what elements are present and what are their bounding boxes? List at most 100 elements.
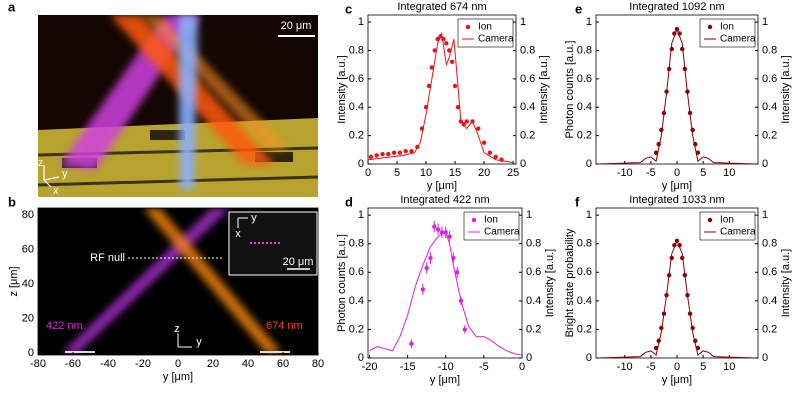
x-tick-label: -15 bbox=[400, 361, 416, 373]
ion-point bbox=[368, 154, 374, 160]
y2-tick-label: 1 bbox=[762, 209, 768, 221]
legend-swatch bbox=[707, 24, 713, 30]
legend-label: Ion bbox=[720, 22, 734, 33]
annotation: 20 μm bbox=[281, 20, 312, 32]
y2-tick-label: 0.6 bbox=[526, 266, 541, 278]
y-tick-label: 1 bbox=[358, 16, 364, 28]
y-tick-label: 0.4 bbox=[349, 295, 364, 307]
y-tick-label: 0 bbox=[358, 158, 364, 170]
plot-frame bbox=[367, 14, 517, 165]
legend-label: Camera bbox=[478, 34, 514, 45]
legend-label: Camera bbox=[720, 34, 756, 45]
y-tick-label: 1 bbox=[586, 16, 592, 28]
annotation: z bbox=[174, 323, 180, 335]
y-tick-label: 0 bbox=[586, 352, 592, 364]
chart-title: Integrated 1033 nm bbox=[629, 194, 724, 206]
y-axis-label: Photon counts [a.u.] bbox=[336, 234, 348, 332]
ion-point bbox=[659, 127, 664, 133]
y2-tick-label: 1 bbox=[526, 209, 532, 221]
ion-point bbox=[374, 153, 379, 158]
x-tick-label: -5 bbox=[646, 167, 656, 179]
y2-tick-label: 0.6 bbox=[762, 73, 777, 85]
y-tick-label: 0.8 bbox=[349, 44, 364, 56]
legend bbox=[699, 211, 756, 241]
y-tick-label: 0.6 bbox=[577, 266, 592, 278]
annotation: RF null bbox=[90, 252, 125, 264]
y-axis-label: z [μm] bbox=[8, 266, 20, 296]
camera-line bbox=[367, 31, 514, 164]
panel-label: f bbox=[575, 194, 580, 209]
camera-line bbox=[369, 231, 523, 356]
x-tick-label: 20 bbox=[478, 167, 490, 179]
ion-point bbox=[380, 151, 385, 157]
x-tick-label: 0 bbox=[365, 167, 371, 179]
y-tick-label: 0.4 bbox=[349, 101, 364, 113]
y2-tick-label: 1 bbox=[520, 16, 526, 28]
y2-tick-label: 0.6 bbox=[762, 266, 777, 278]
legend-label: Ion bbox=[720, 215, 734, 226]
y-tick-label: 0.2 bbox=[349, 323, 364, 335]
y-tick-label: 0.6 bbox=[577, 73, 592, 85]
panel-label: e bbox=[575, 1, 582, 16]
ion-point bbox=[493, 154, 498, 160]
x-axis-label: y [μm] bbox=[427, 180, 457, 192]
ion-point bbox=[476, 126, 481, 131]
x-tick-label: 15 bbox=[449, 167, 461, 179]
x-tick-label: -5 bbox=[646, 361, 656, 373]
ion-point bbox=[397, 150, 403, 155]
chart-title: Integrated 674 nm bbox=[397, 1, 486, 13]
ion-point bbox=[391, 150, 397, 155]
y2-tick-label: 0.4 bbox=[526, 295, 541, 307]
ion-point bbox=[447, 234, 452, 239]
ion-point bbox=[452, 83, 458, 89]
ion-point bbox=[449, 59, 455, 65]
y-tick-label: 0.4 bbox=[577, 101, 592, 113]
ion-point bbox=[690, 127, 695, 133]
x-tick-label: -10 bbox=[438, 361, 454, 373]
y-tick-label: 0.2 bbox=[349, 130, 364, 142]
x-tick-label: 5 bbox=[700, 361, 706, 373]
legend-label: Ion bbox=[484, 215, 498, 226]
x-tick-label: 5 bbox=[700, 167, 706, 179]
ion-point bbox=[403, 149, 408, 154]
x-axis-label: y [μm] bbox=[430, 374, 460, 386]
annotation: x bbox=[53, 185, 59, 197]
y2-tick-label: 0 bbox=[762, 158, 768, 170]
y-tick-label: 80 bbox=[22, 209, 34, 221]
legend bbox=[699, 18, 756, 48]
camera-line bbox=[598, 27, 756, 165]
y2-tick-label: 0.4 bbox=[520, 101, 535, 113]
y2-axis-label: Intensity [a.u.] bbox=[538, 55, 550, 123]
x-tick-label: 20 bbox=[207, 358, 219, 370]
legend-label: Camera bbox=[720, 227, 756, 238]
y-tick-label: 0.8 bbox=[577, 44, 592, 56]
x-tick-label: 10 bbox=[723, 167, 735, 179]
x-tick-label: 25 bbox=[507, 167, 519, 179]
legend-label: Camera bbox=[484, 227, 520, 238]
x-tick-label: 0 bbox=[175, 358, 181, 370]
y2-tick-label: 0 bbox=[520, 158, 526, 170]
x-tick-label: 80 bbox=[312, 358, 324, 370]
y-tick-label: 0 bbox=[358, 352, 364, 364]
y-tick-label: 0.2 bbox=[577, 323, 592, 335]
y-tick-label: 0 bbox=[28, 347, 34, 359]
x-tick-label: 10 bbox=[420, 167, 432, 179]
x-tick-label: 40 bbox=[242, 358, 254, 370]
y-tick-label: 20 bbox=[22, 313, 34, 325]
ion-point bbox=[444, 41, 449, 46]
x-tick-label: -10 bbox=[617, 167, 633, 179]
ion-point bbox=[429, 65, 435, 70]
y-tick-label: 0.6 bbox=[349, 266, 364, 278]
x-tick-label: -10 bbox=[617, 361, 633, 373]
legend-swatch bbox=[471, 217, 477, 223]
chart-title: Integrated 422 nm bbox=[400, 194, 489, 206]
y-tick-label: 0.2 bbox=[577, 130, 592, 142]
y2-axis-label: Intensity [a.u.] bbox=[780, 55, 792, 123]
x-tick-label: -5 bbox=[479, 361, 489, 373]
y-tick-label: 1 bbox=[358, 209, 364, 221]
y2-tick-label: 0.2 bbox=[526, 323, 541, 335]
image-b bbox=[38, 208, 318, 355]
y2-tick-label: 1 bbox=[762, 16, 768, 28]
annotation: 20 μm bbox=[283, 256, 314, 268]
y2-axis-label: Intensity [a.u.] bbox=[544, 249, 556, 317]
